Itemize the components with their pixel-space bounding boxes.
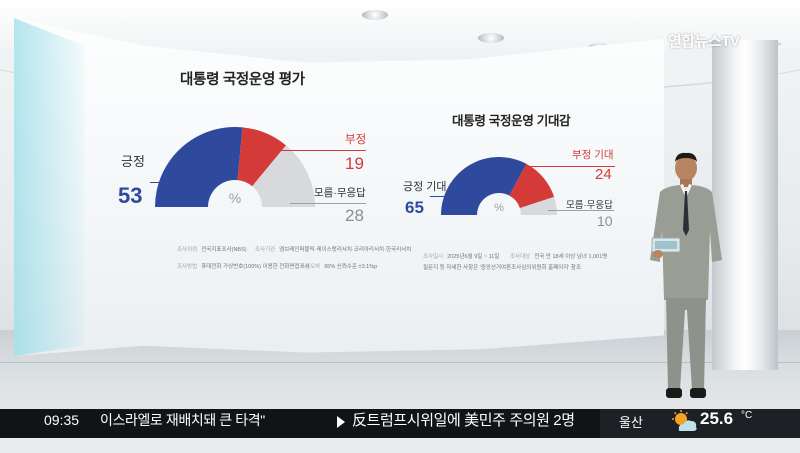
partly-cloudy-icon: [672, 410, 697, 431]
survey-target: 조사대상 전국 만 18세 이상 남녀 1,001명: [510, 252, 607, 260]
survey-margin: 표본오차 95% 신뢰수준 ±3.1%p: [300, 262, 377, 270]
survey-client: 조사의뢰 전국지표조사(NBS): [177, 245, 247, 253]
survey-method-value: 휴대전화 가상번호(100%) 이용한 전화면접조사: [201, 264, 310, 270]
left-gauge-chart: %: [155, 127, 315, 207]
studio-pillar: [712, 40, 778, 370]
weather-temperature-unit: °C: [741, 410, 753, 421]
right-negative-leader: [530, 166, 615, 167]
left-negative-leader: [258, 150, 366, 151]
ticker-headline-previous: 이스라엘로 재배치돼 큰 타격": [100, 412, 265, 428]
survey-method-label: 조사방법: [177, 264, 198, 270]
right-gauge-chart: %: [441, 157, 557, 215]
ticker-bottom-strip: [0, 438, 800, 453]
left-chart-title: 대통령 국정운영 평가: [180, 72, 305, 88]
video-wall-accent: [14, 18, 84, 357]
left-negative-label: 부정: [345, 134, 367, 146]
survey-client-label: 조사의뢰: [177, 247, 198, 253]
left-positive-label: 긍정: [121, 154, 145, 169]
left-positive-leader: [150, 182, 170, 183]
survey-target-value: 전국 만 18세 이상 남녀 1,001명: [534, 254, 608, 260]
right-negative-value: 24: [595, 166, 612, 183]
survey-margin-label: 표본오차: [300, 264, 321, 270]
survey-period-label: 조사일시: [423, 254, 444, 260]
survey-agency-label: 조사기관: [255, 247, 276, 253]
survey-period-value: 2025년6월 9일 ~ 11일: [447, 254, 500, 260]
ticker-headline-current: 反트럼프시위일에 美민주 주의원 2명: [352, 412, 575, 429]
right-positive-value: 65: [405, 198, 424, 217]
right-unknown-label: 모름·무응답: [566, 200, 613, 211]
gauge-positive-segment: [441, 157, 527, 215]
survey-method: 조사방법 휴대전화 가상번호(100%) 이용한 전화면접조사: [177, 262, 310, 270]
survey-agency-value: 엠브레인퍼블릭·케이스탯리서치·코리아리서치·한국리서치: [279, 247, 412, 253]
broadcaster-logo: 연합뉴스TV: [668, 33, 740, 50]
survey-client-value: 전국지표조사(NBS): [201, 247, 247, 253]
left-negative-value: 19: [345, 154, 364, 173]
left-unknown-value: 28: [345, 206, 364, 225]
gauge-center-symbol: %: [229, 190, 241, 206]
left-positive-value: 53: [118, 183, 143, 208]
ticker-arrow-icon: [337, 416, 345, 428]
gauge-negative-segment: [509, 163, 555, 209]
right-chart-title: 대통령 국정운영 기대감: [452, 114, 571, 128]
gauge-unknown-segment: [519, 196, 557, 215]
left-unknown-leader: [290, 203, 366, 204]
weather-temperature: 25.6: [700, 409, 734, 428]
ceiling-lamp: [362, 10, 388, 20]
floor-line: [0, 362, 800, 363]
right-positive-leader: [430, 196, 444, 197]
survey-period: 조사일시 2025년6월 9일 ~ 11일: [423, 252, 499, 260]
weather-city: 울산: [619, 415, 643, 430]
news-presenter: [650, 152, 722, 398]
weather-panel: [600, 409, 800, 438]
gauge-center-symbol: %: [494, 202, 504, 214]
survey-note: 질문지 등 자세한 사항은 '중앙선거여론조사심의위원회 홈페이지' 참조: [423, 265, 582, 271]
left-unknown-label: 모름·무응답: [314, 187, 366, 199]
right-unknown-value: 10: [597, 213, 613, 229]
gauge-positive-segment: [155, 127, 243, 207]
right-unknown-leader: [548, 210, 614, 211]
survey-target-label: 조사대상: [510, 254, 531, 260]
survey-agency: 조사기관 엠브레인퍼블릭·케이스탯리서치·코리아리서치·한국리서치: [255, 245, 411, 253]
right-positive-label: 긍정 기대: [403, 181, 447, 193]
gauge-negative-segment: [237, 127, 286, 187]
ticker-clock: 09:35: [44, 412, 80, 428]
right-negative-label: 부정 기대: [572, 149, 614, 161]
survey-margin-value: 95% 신뢰수준 ±3.1%p: [324, 264, 378, 270]
gauge-unknown-segment: [252, 145, 315, 207]
video-wall: [14, 18, 664, 357]
ceiling-lamp: [478, 33, 504, 43]
